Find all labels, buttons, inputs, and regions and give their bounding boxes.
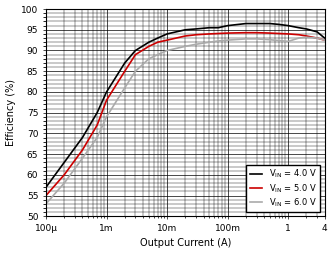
Legend: $\mathregular{V_{IN}}$ = 4.0 V, $\mathregular{V_{IN}}$ = 5.0 V, $\mathregular{V_: $\mathregular{V_{IN}}$ = 4.0 V, $\mathre…: [246, 165, 320, 212]
X-axis label: Output Current (A): Output Current (A): [140, 239, 231, 248]
Y-axis label: Efficiency (%): Efficiency (%): [6, 79, 16, 146]
